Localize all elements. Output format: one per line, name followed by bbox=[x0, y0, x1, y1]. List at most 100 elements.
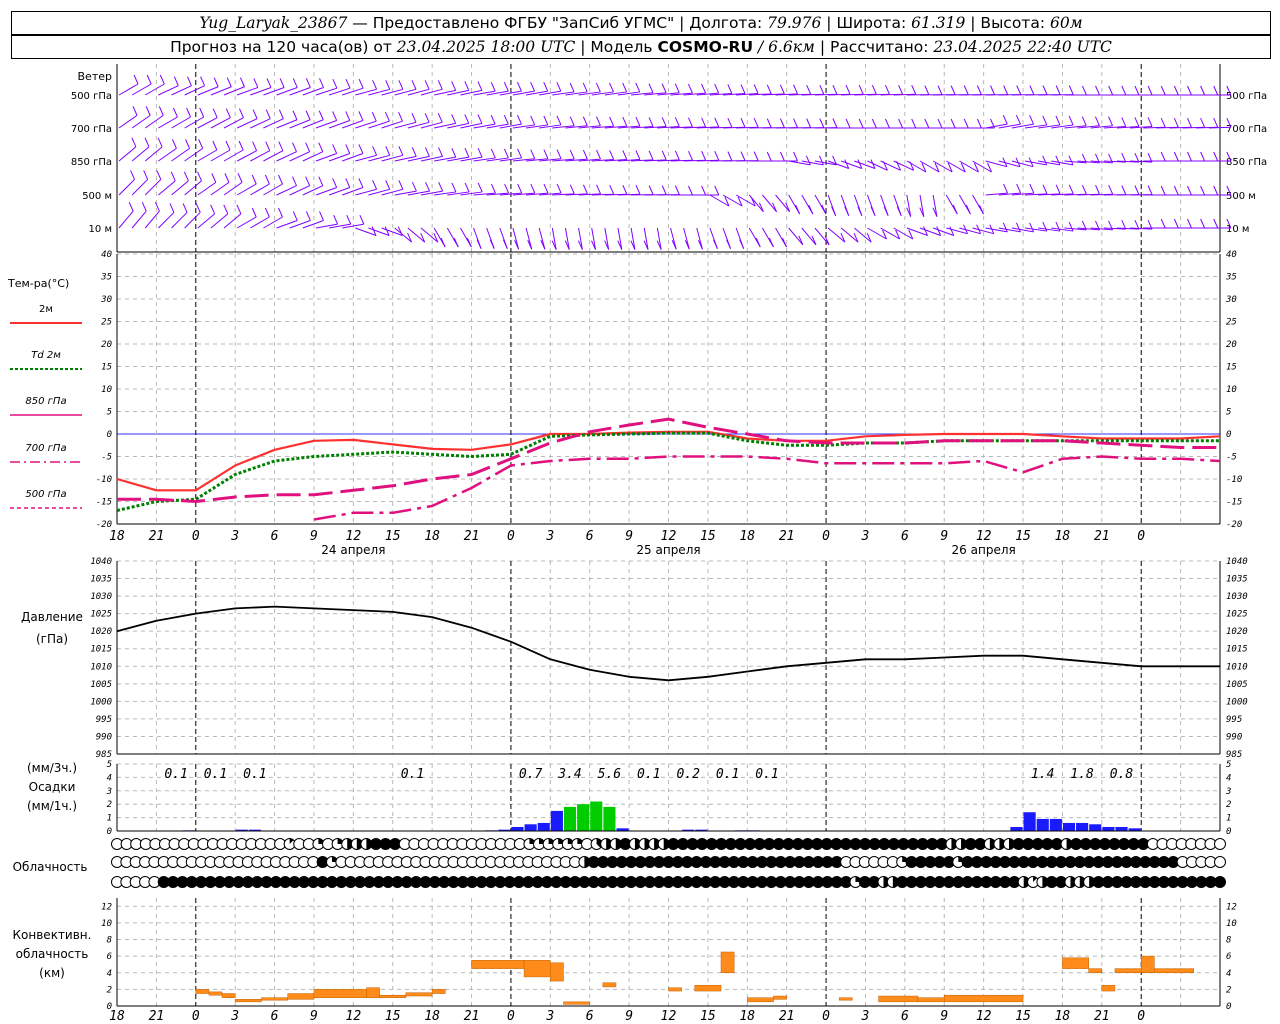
wind-barb-flag bbox=[411, 113, 417, 123]
wind-barb-flag bbox=[811, 235, 817, 246]
wind-barb-flag bbox=[844, 206, 850, 216]
wind-barb-flag bbox=[239, 108, 244, 118]
wind-barb-flag bbox=[198, 139, 204, 149]
wind-barb bbox=[670, 227, 677, 250]
wind-barb-flag bbox=[766, 118, 772, 128]
wind-barb-flag bbox=[1160, 85, 1166, 96]
wind-barb-flag bbox=[278, 141, 284, 151]
cloud-symbol-fill bbox=[606, 838, 612, 850]
wind-barb-flag bbox=[239, 77, 245, 87]
wind-barb bbox=[368, 188, 390, 196]
wind-barb-flag bbox=[727, 84, 733, 94]
wind-barb-flag bbox=[372, 146, 378, 156]
wind-title: Ветер bbox=[78, 70, 112, 83]
wind-barb-flag bbox=[845, 118, 851, 129]
wind-barb bbox=[1064, 160, 1087, 164]
wind-barb-flag bbox=[753, 151, 759, 161]
conv-cloud-bar bbox=[944, 994, 1024, 1003]
wind-barb bbox=[381, 227, 403, 236]
wind-barb-flag bbox=[831, 206, 837, 216]
wind-barb bbox=[237, 87, 259, 96]
wind-barb-flag bbox=[464, 147, 470, 158]
wind-barb bbox=[118, 179, 135, 196]
wind-barb bbox=[144, 210, 160, 229]
wind-barb-flag bbox=[896, 206, 902, 216]
wind-barb bbox=[381, 88, 403, 96]
wind-barb-flag bbox=[604, 240, 610, 250]
wind-barb-flag bbox=[154, 201, 160, 212]
precip-bar bbox=[248, 829, 261, 831]
wind-barb-flag bbox=[782, 237, 788, 248]
wind-barb bbox=[1116, 227, 1139, 230]
wind-barb bbox=[762, 194, 777, 213]
wind-barb bbox=[1077, 227, 1100, 231]
wind-barb-flag bbox=[556, 115, 562, 126]
wind-barb-flag bbox=[411, 147, 417, 157]
wind-barb bbox=[328, 87, 351, 96]
time-tick-label: 0 bbox=[192, 529, 200, 544]
precip-bar bbox=[1076, 822, 1089, 831]
wind-barb-flag bbox=[739, 239, 745, 249]
time-tick-label: 21 bbox=[149, 529, 165, 544]
wind-barb-flag bbox=[385, 180, 391, 190]
wind-barb bbox=[736, 126, 759, 129]
wind-barb bbox=[1051, 193, 1074, 196]
wind-barb bbox=[223, 86, 245, 96]
wind-barb bbox=[1064, 125, 1087, 129]
wind-barb-flag bbox=[1226, 118, 1232, 128]
wind-barb-flag bbox=[1003, 183, 1009, 194]
wind-barb bbox=[302, 151, 323, 162]
wind-barb bbox=[814, 227, 830, 246]
wind-barb-flag bbox=[1095, 185, 1101, 195]
temp-tick-left: 30 bbox=[100, 295, 112, 305]
wind-barb-flag bbox=[279, 78, 285, 88]
wind-barb-flag bbox=[517, 183, 523, 194]
wind-barb bbox=[657, 125, 680, 129]
wind-barb-flag bbox=[223, 204, 229, 215]
wind-barb-flag bbox=[648, 117, 654, 127]
computed-time: 23.04.2025 22:40 UTC bbox=[933, 38, 1112, 56]
pressure-tick-right: 1035 bbox=[1226, 575, 1248, 585]
wind-level-label-right: 850 гПа bbox=[1226, 157, 1267, 168]
time-tick-label: 0 bbox=[1137, 529, 1145, 544]
wind-barb bbox=[1077, 125, 1100, 129]
temp-title: Тем-ра(°С) bbox=[7, 277, 69, 290]
conv-cloud-bar bbox=[1154, 968, 1194, 974]
wind-barb-flag bbox=[674, 185, 680, 195]
time-tick-label-bottom: 15 bbox=[1015, 1009, 1031, 1024]
wind-barb-flag bbox=[384, 111, 390, 122]
wind-barb bbox=[184, 147, 203, 162]
wind-barb-flag bbox=[170, 171, 176, 182]
wind-barb-flag bbox=[225, 108, 231, 118]
wind-barb-flag bbox=[648, 83, 654, 93]
wind-barb bbox=[158, 147, 177, 162]
wind-barb-flag bbox=[200, 76, 206, 86]
wind-barb-flag bbox=[819, 118, 825, 128]
wind-barb-flag bbox=[727, 118, 733, 128]
wind-barb-flag bbox=[622, 150, 628, 160]
wind-barb-flag bbox=[238, 140, 244, 151]
wind-barb-flag bbox=[832, 118, 838, 128]
precip-tick-left: 2 bbox=[107, 800, 112, 810]
wind-barb-flag bbox=[385, 146, 391, 156]
wind-barb-flag bbox=[253, 78, 259, 88]
wind-barb-flag bbox=[145, 106, 151, 116]
forecast-start: 23.04.2025 18:00 UTC bbox=[396, 38, 576, 56]
wind-barb-flag bbox=[530, 81, 536, 92]
wind-barb-flag bbox=[543, 183, 549, 194]
wind-barb-flag bbox=[1121, 219, 1127, 230]
wind-barb bbox=[683, 227, 690, 250]
wind-barb-flag bbox=[609, 116, 615, 127]
pressure-tick-left: 995 bbox=[96, 715, 112, 725]
temp-tick-left: 20 bbox=[101, 340, 112, 350]
wind-barb-flag bbox=[424, 147, 430, 157]
wind-barb-flag bbox=[758, 202, 764, 213]
wind-barb bbox=[906, 227, 928, 236]
wind-barb bbox=[631, 125, 654, 129]
wind-barb-flag bbox=[768, 237, 774, 248]
wind-barb bbox=[775, 194, 791, 213]
wind-barb bbox=[276, 119, 298, 129]
wind-barb-flag bbox=[477, 81, 483, 91]
wind-barb-flag bbox=[911, 85, 917, 95]
wind-barb-flag bbox=[236, 204, 242, 215]
